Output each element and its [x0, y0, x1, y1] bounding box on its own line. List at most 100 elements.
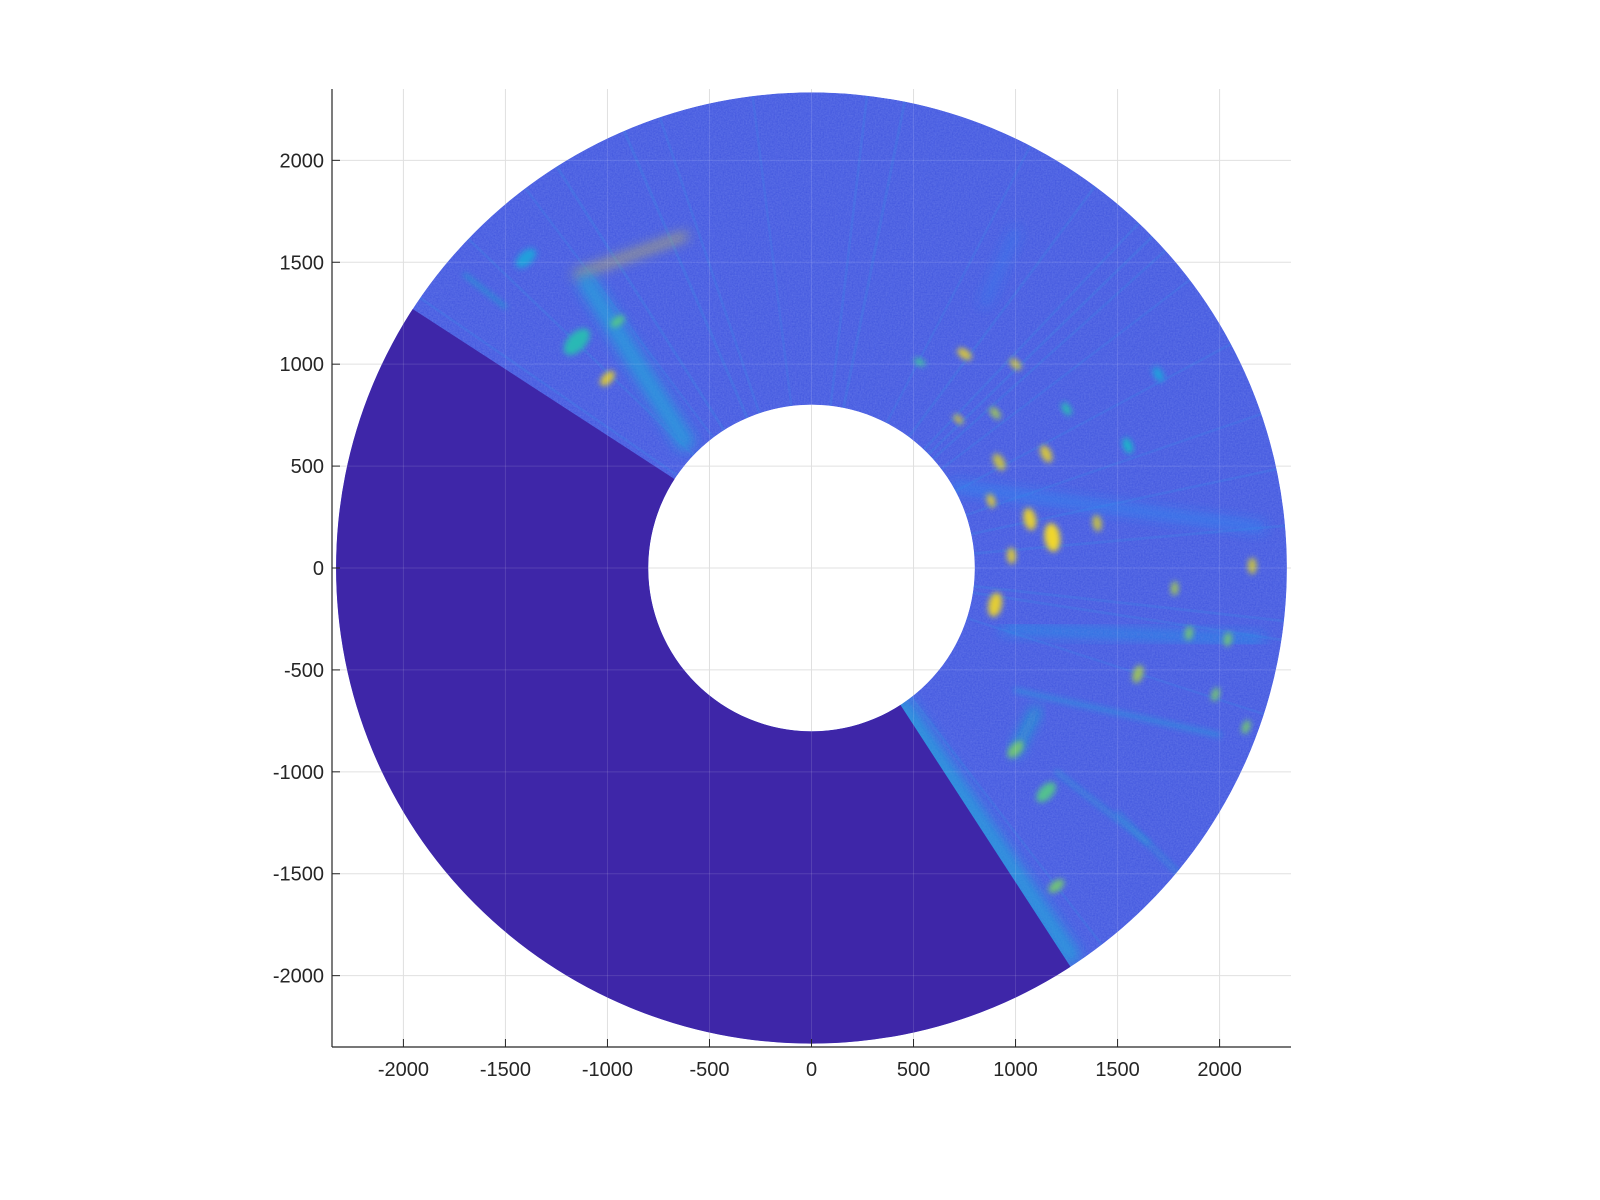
radar-ray [622, 130, 749, 419]
y-axis-ticks: 2000 1500 1000 500 0 -500 -1000 -1500 -2000 [273, 150, 340, 988]
radar-ray [907, 185, 1097, 438]
radar-streak [981, 228, 1019, 307]
radar-ray [918, 209, 1126, 446]
radar-ray [454, 252, 690, 461]
radar-return [1132, 665, 1144, 683]
radar-ray [913, 197, 1111, 442]
radar-ray [419, 296, 678, 477]
radar-return [914, 358, 926, 367]
radar-ray [641, 123, 755, 416]
x-axis-ticks: -2000 -1500 -1000 -500 0 500 1000 1500 2000 [378, 1039, 1242, 1081]
x-tick-label: 1000 [993, 1059, 1038, 1081]
x-tick-label: -1000 [582, 1059, 633, 1081]
x-tick-label: 1500 [1095, 1059, 1140, 1081]
radar-streak [894, 697, 1080, 965]
radar-streak [463, 273, 507, 309]
radar-ray [944, 294, 1202, 476]
radar-ray [879, 137, 1015, 421]
radar-ray [555, 165, 726, 431]
radar-ray [808, 92, 812, 405]
radar-return [992, 453, 1006, 471]
y-tick-label: 0 [313, 558, 324, 580]
radar-return [1241, 720, 1251, 734]
x-tick-label: -500 [689, 1059, 729, 1081]
radar-ray [855, 110, 943, 412]
radar-return [1223, 632, 1232, 647]
radar-return [600, 370, 615, 386]
radar-ray [842, 101, 907, 409]
radar-ray [849, 105, 924, 410]
radar-ray [949, 652, 1217, 819]
radar-ray [956, 641, 1236, 786]
radar-ray [959, 635, 1244, 769]
radar-return [1184, 626, 1194, 641]
y-tick-label: -1500 [273, 864, 324, 886]
radar-ray [932, 249, 1167, 460]
radar-ray [676, 111, 767, 412]
radar-ray [934, 674, 1172, 880]
radar-ray [960, 377, 1248, 504]
radar-ray [974, 578, 1286, 603]
radar-ray [973, 505, 1284, 548]
radar-ray [922, 222, 1140, 451]
radar-ray [920, 688, 1132, 921]
radar-ray [948, 310, 1213, 481]
radar-ray [524, 187, 715, 439]
radar-ray [936, 264, 1179, 465]
radar-ray [915, 692, 1118, 934]
radar-image [336, 92, 1287, 1044]
radar-ray [958, 360, 1240, 498]
radar-ray [658, 116, 761, 414]
radar-streak [1055, 770, 1150, 845]
radar-ray [972, 591, 1282, 642]
x-tick-label: 0 [806, 1059, 817, 1081]
blank-sector [336, 307, 1072, 1044]
y-tick-label: 1500 [280, 252, 325, 274]
radar-return [1170, 581, 1179, 596]
radar-ray [969, 449, 1273, 529]
radar-return [1044, 523, 1061, 552]
radar-ray [891, 154, 1048, 427]
radar-ray [430, 281, 682, 471]
radar-streak [573, 232, 689, 278]
radar-ray [964, 623, 1258, 733]
radar-ray [940, 278, 1191, 471]
radar-return [1211, 687, 1220, 702]
radar-ray [442, 266, 686, 466]
radar-ray [896, 164, 1065, 431]
y-tick-label: -1000 [273, 762, 324, 784]
radar-ray [540, 176, 720, 435]
axes: -2000 -1500 -1000 -500 0 500 1000 1500 2000 2000… [273, 89, 1291, 1081]
radar-ray [770, 94, 799, 406]
radar-ray [873, 129, 997, 418]
radar-return [1122, 437, 1133, 454]
radar-ray [885, 145, 1032, 424]
radar-streak [1013, 688, 1222, 737]
radar-return [988, 592, 1003, 617]
radar-return [1061, 402, 1072, 416]
radar-ray [695, 106, 773, 410]
radar-ray [972, 486, 1281, 542]
radar-return [1048, 879, 1065, 893]
radar-ray [836, 98, 887, 407]
radar-return [563, 328, 590, 356]
radar-return [1036, 782, 1056, 803]
radar-ray [927, 235, 1154, 456]
y-tick-label: 1000 [280, 354, 325, 376]
radar-return [957, 347, 972, 360]
x-tick-label: -2000 [378, 1059, 429, 1081]
radar-streak [577, 273, 695, 451]
radar-returns [515, 248, 1257, 893]
radar-ray [902, 174, 1081, 434]
radar-ray [946, 658, 1207, 835]
radar-ray [751, 96, 793, 407]
radar-ray [733, 98, 786, 408]
radar-ray [861, 116, 961, 414]
radar-return [1040, 445, 1053, 463]
radar-ray [606, 138, 742, 422]
radar-ray [971, 598, 1279, 660]
radar-ray [953, 647, 1227, 803]
radar-streak [1001, 625, 1265, 644]
radar-ray [572, 156, 731, 428]
